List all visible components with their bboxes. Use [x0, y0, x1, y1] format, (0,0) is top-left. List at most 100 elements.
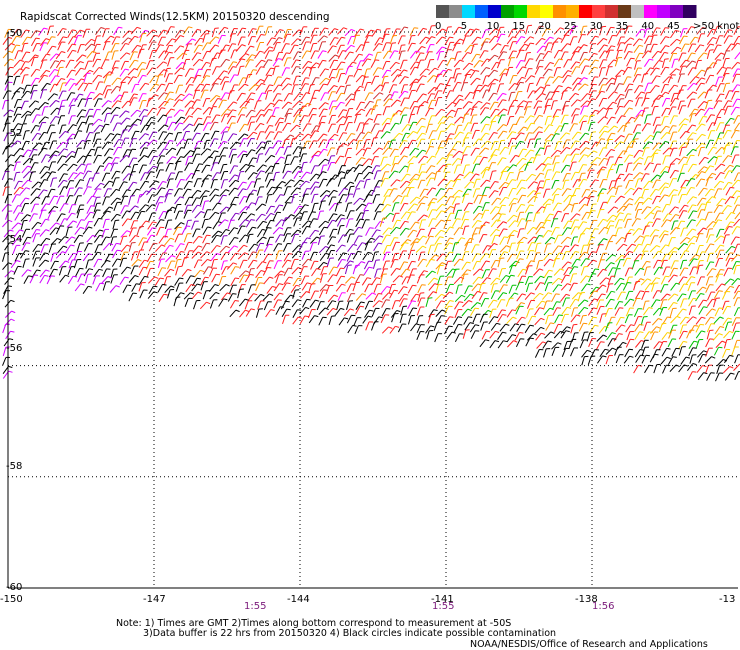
wind-barb-feather [521, 203, 526, 206]
wind-barb [291, 166, 299, 174]
wind-barb [398, 45, 402, 55]
wind-barb [200, 133, 206, 142]
wind-barb [111, 133, 118, 142]
wind-barb [480, 67, 487, 75]
wind-barb [677, 123, 684, 132]
wind-barb-feather [674, 169, 679, 172]
wind-barb [661, 108, 667, 117]
wind-barb [328, 266, 335, 276]
wind-barb [391, 202, 396, 212]
wind-barb-feather [225, 58, 230, 61]
wind-barb-feather [452, 148, 457, 151]
wind-barb-feather [538, 126, 543, 129]
wind-barb-feather [583, 44, 588, 47]
wind-barb [398, 51, 402, 60]
wind-barb [641, 197, 649, 205]
wind-barb [199, 196, 204, 206]
wind-barb [129, 97, 134, 107]
wind-barb [670, 260, 676, 270]
wind-barb [623, 37, 631, 45]
wind-barb [217, 212, 223, 222]
wind-barb [274, 270, 282, 278]
wind-barb [524, 75, 532, 83]
wind-barb [39, 252, 45, 261]
wind-barb-feather [341, 259, 346, 261]
wind-barb [451, 158, 459, 166]
wind-barb-feather [72, 36, 78, 38]
wind-barb [716, 228, 721, 238]
wind-barb [74, 93, 80, 102]
wind-barb [335, 267, 341, 277]
wind-barb [164, 91, 171, 101]
wind-barb [659, 125, 667, 134]
wind-barb-feather [61, 59, 66, 62]
wind-barb [21, 141, 27, 150]
wind-barb [480, 58, 488, 67]
wind-barb [686, 228, 693, 237]
wind-barb [365, 108, 372, 117]
wind-barb [147, 165, 154, 174]
wind-barb [58, 148, 65, 157]
wind-barb [472, 100, 479, 109]
wind-barb [406, 163, 411, 173]
wind-barb-feather [63, 245, 68, 248]
wind-barb-feather [260, 109, 265, 112]
wind-barb-feather [412, 130, 417, 134]
wind-barb [119, 110, 126, 118]
wind-barb [166, 172, 172, 182]
wind-barb [722, 50, 727, 60]
wind-barb-feather [17, 140, 22, 143]
wind-barb [446, 212, 451, 222]
wind-barb [136, 249, 141, 259]
wind-barb-feather [232, 66, 237, 68]
wind-barb-feather [710, 114, 715, 116]
wind-barb [598, 147, 604, 157]
wind-barb [192, 245, 199, 254]
wind-barb [93, 203, 98, 213]
wind-barb [730, 236, 737, 245]
wind-barb [354, 28, 361, 37]
wind-barb [84, 43, 92, 52]
wind-barb [290, 259, 295, 268]
wind-barb-feather [501, 213, 506, 215]
wind-barb [536, 45, 544, 54]
wind-barb [497, 205, 503, 214]
wind-barb-feather [692, 60, 697, 63]
wind-barb [460, 219, 466, 228]
wind-barb [145, 261, 151, 270]
wind-barb-feather [703, 187, 708, 190]
wind-barb [462, 188, 469, 197]
wind-barb-feather [268, 74, 273, 77]
wind-barb-feather [692, 204, 697, 207]
wind-barb-feather [343, 142, 348, 146]
wind-barb-feather [233, 227, 239, 230]
wind-barb [318, 246, 326, 254]
wind-barb-feather [127, 218, 132, 221]
wind-barb-feather [118, 26, 123, 29]
wind-barb [671, 59, 675, 69]
wind-barb-feather [126, 117, 131, 120]
wind-barb-feather [144, 259, 149, 262]
wind-barb-feather [406, 173, 411, 176]
wind-barb-feather [290, 134, 295, 138]
wind-barb-feather [376, 229, 381, 232]
wind-barb [127, 124, 134, 133]
wind-barb [120, 129, 124, 139]
wind-barb-feather [99, 93, 104, 96]
wind-barb [355, 157, 362, 166]
wind-barb-feather [486, 116, 491, 119]
wind-barb-feather [217, 202, 222, 205]
wind-barb [633, 85, 640, 94]
wind-barb-feather [538, 114, 544, 117]
wind-barb-feather [340, 85, 345, 88]
wind-barb-feather [134, 59, 139, 62]
wind-barb-feather [459, 131, 464, 134]
wind-barb [193, 140, 199, 150]
wind-barb-feather [611, 77, 616, 80]
wind-barb [201, 83, 207, 93]
wind-barb [731, 62, 738, 70]
wind-barb-feather [558, 85, 563, 88]
wind-barb-feather [342, 234, 347, 236]
wind-barb-feather [53, 154, 58, 157]
wind-barb-feather [683, 123, 688, 126]
